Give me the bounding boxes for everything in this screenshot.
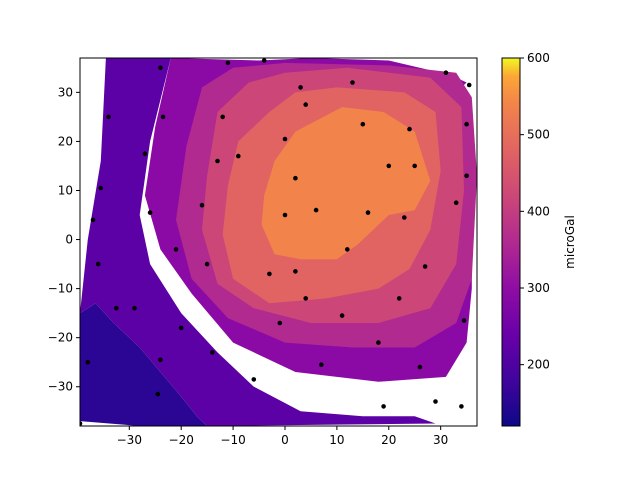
scatter-point-49: [422, 264, 428, 269]
scatter-point-32: [303, 296, 309, 301]
scatter-point-43: [386, 163, 392, 169]
scatter-point-22: [236, 153, 241, 159]
scatter-point-34: [313, 207, 319, 213]
x-tick-label: 20: [381, 433, 396, 447]
scatter-point-29: [293, 175, 298, 181]
scatter-point-54: [461, 318, 467, 323]
scatter-point-42: [381, 404, 386, 409]
scatter-point-19: [215, 158, 220, 164]
scatter-point-39: [360, 121, 366, 127]
x-tick-label: −30: [117, 433, 142, 447]
scatter-point-41: [376, 340, 381, 345]
scatter-point-2: [90, 217, 96, 223]
scatter-point-26: [277, 320, 283, 326]
scatter-point-3: [95, 261, 101, 267]
y-tick-label: 20: [58, 134, 73, 148]
contour-band-6: [261, 107, 431, 260]
scatter-point-36: [339, 313, 345, 318]
scatter-point-27: [282, 212, 288, 218]
y-tick-label: −30: [48, 380, 73, 394]
scatter-point-55: [464, 121, 469, 127]
scatter-point-13: [160, 114, 166, 120]
scatter-point-5: [106, 114, 111, 120]
scatter-point-57: [466, 82, 472, 88]
scatter-point-21: [225, 60, 231, 66]
scatter-point-8: [142, 151, 148, 156]
scatter-point-40: [365, 210, 371, 215]
scatter-point-28: [282, 136, 288, 142]
contour-band-0: [80, 303, 208, 426]
scatter-point-4: [98, 185, 104, 191]
scatter-point-46: [407, 126, 412, 132]
y-tick-label: −10: [48, 282, 73, 296]
scatter-point-1: [85, 359, 91, 365]
colorbar-tick-label: 600: [527, 51, 550, 65]
scatter-point-14: [173, 247, 179, 252]
scatter-points: [80, 58, 472, 426]
scatter-point-18: [210, 350, 215, 355]
scatter-point-11: [155, 391, 161, 397]
scatter-point-33: [303, 102, 309, 107]
scatter-point-35: [319, 362, 324, 368]
scatter-point-15: [178, 325, 184, 331]
scatter-point-6: [114, 305, 119, 311]
scatter-point-24: [261, 58, 267, 63]
scatter-point-47: [412, 163, 418, 169]
y-tick-label: −20: [48, 331, 73, 345]
scatter-point-25: [267, 271, 272, 277]
scatter-point-56: [464, 173, 469, 179]
scatter-point-20: [220, 114, 225, 120]
y-tick-label: 0: [65, 233, 73, 247]
contour-band-1: [80, 58, 436, 426]
scatter-point-38: [350, 80, 355, 85]
colorbar-label: microGal: [563, 215, 577, 269]
scatter-point-50: [433, 399, 438, 404]
scatter-point-23: [251, 377, 257, 382]
x-tick-label: −20: [169, 433, 194, 447]
scatter-point-12: [158, 65, 163, 71]
x-axis: −30 −20 −10 0 10 20 30: [117, 426, 448, 447]
scatter-point-10: [158, 357, 163, 363]
scatter-point-16: [199, 202, 205, 208]
scatter-point-48: [417, 364, 423, 370]
scatter-point-7: [132, 305, 137, 311]
plot-frame: [79, 57, 478, 427]
colorbar: [501, 57, 521, 427]
scatter-point-44: [396, 296, 402, 301]
scatter-point-30: [293, 269, 298, 274]
x-tick-label: 30: [433, 433, 448, 447]
colorbar-tick-label: 300: [527, 281, 550, 295]
scatter-point-31: [298, 85, 303, 90]
scatter-point-53: [459, 404, 464, 409]
x-tick-label: 0: [281, 433, 289, 447]
contour-regions: [80, 58, 477, 426]
colorbar-axis: 200 300 400 500 600: [520, 51, 550, 372]
scatter-point-0: [80, 421, 83, 426]
scatter-point-17: [204, 261, 210, 267]
y-tick-label: 30: [58, 85, 73, 99]
x-tick-label: −10: [220, 433, 245, 447]
y-axis: −30 −20 −10 0 10 20 30: [48, 85, 80, 394]
x-tick-label: 10: [329, 433, 344, 447]
colorbar-tick-label: 500: [527, 128, 550, 142]
scatter-point-45: [402, 215, 407, 220]
scatter-point-37: [345, 247, 350, 252]
colorbar-tick-label: 200: [527, 358, 550, 372]
scatter-point-52: [453, 200, 459, 205]
scatter-point-9: [147, 210, 153, 215]
colorbar-tick-label: 400: [527, 204, 550, 218]
scatter-point-51: [443, 70, 449, 75]
y-tick-label: 10: [58, 183, 73, 197]
